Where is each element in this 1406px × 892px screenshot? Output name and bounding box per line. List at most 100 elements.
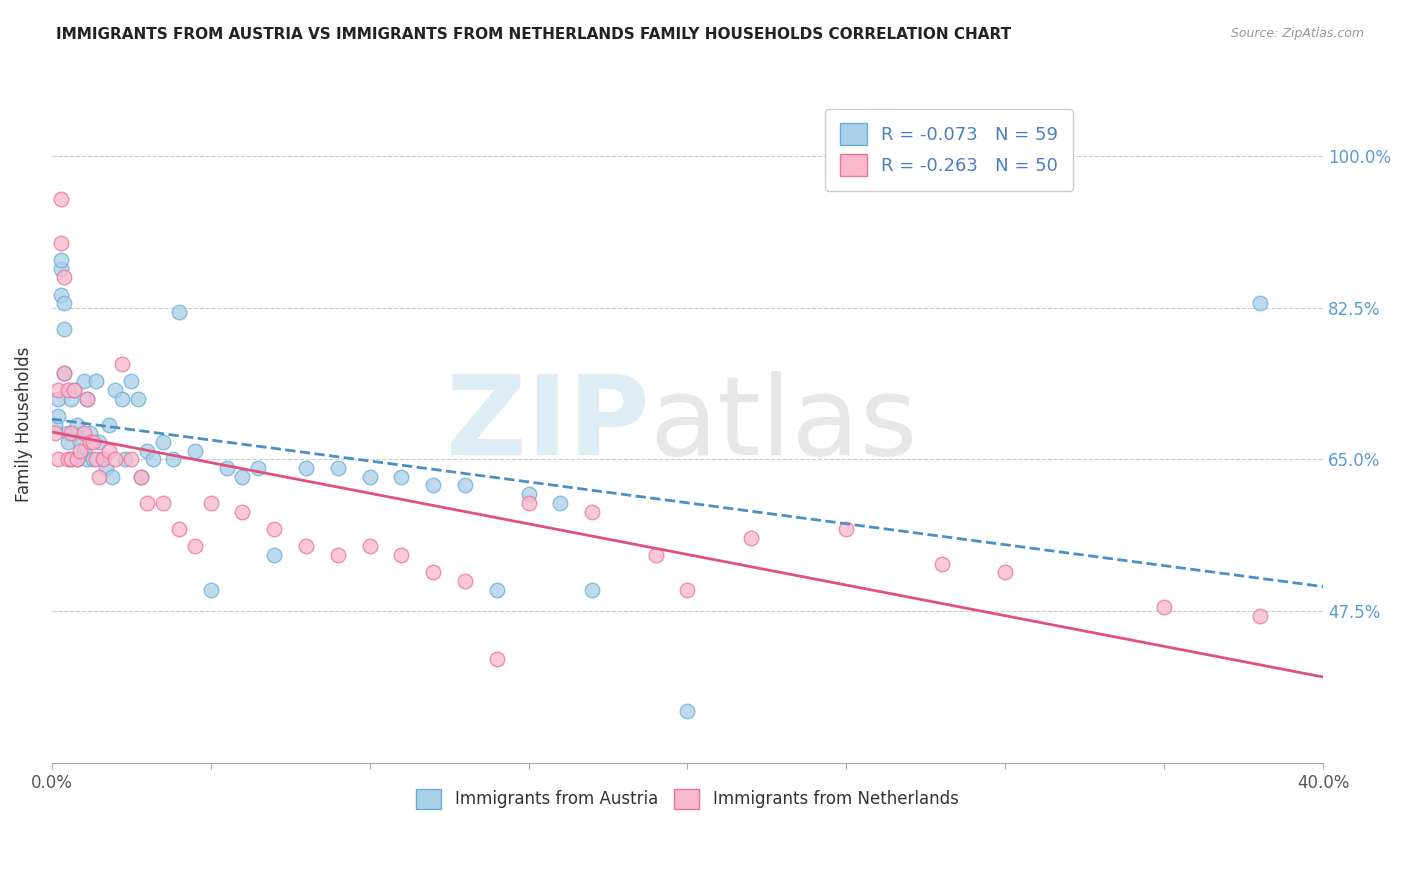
Point <box>111 392 134 406</box>
Point <box>104 452 127 467</box>
Point <box>136 443 159 458</box>
Point <box>485 652 508 666</box>
Point <box>101 470 124 484</box>
Point <box>581 504 603 518</box>
Point <box>44 426 66 441</box>
Point <box>56 383 79 397</box>
Point <box>53 366 76 380</box>
Point <box>326 548 349 562</box>
Point <box>184 443 207 458</box>
Point <box>740 531 762 545</box>
Point <box>69 435 91 450</box>
Point <box>200 496 222 510</box>
Point <box>1153 599 1175 614</box>
Point <box>51 192 73 206</box>
Point <box>76 452 98 467</box>
Point <box>46 383 69 397</box>
Point <box>422 478 444 492</box>
Point <box>295 539 318 553</box>
Point <box>454 478 477 492</box>
Point <box>644 548 666 562</box>
Point <box>136 496 159 510</box>
Point <box>97 417 120 432</box>
Point <box>76 392 98 406</box>
Point <box>454 574 477 588</box>
Point <box>72 426 94 441</box>
Point <box>104 383 127 397</box>
Point <box>359 470 381 484</box>
Point <box>53 296 76 310</box>
Point <box>835 522 858 536</box>
Point <box>76 392 98 406</box>
Point <box>59 392 82 406</box>
Point <box>53 322 76 336</box>
Point <box>581 582 603 597</box>
Point <box>91 452 114 467</box>
Point <box>142 452 165 467</box>
Point <box>167 305 190 319</box>
Point <box>152 435 174 450</box>
Point <box>63 383 86 397</box>
Point <box>89 435 111 450</box>
Point <box>184 539 207 553</box>
Point <box>56 426 79 441</box>
Point <box>389 548 412 562</box>
Point <box>66 452 89 467</box>
Text: IMMIGRANTS FROM AUSTRIA VS IMMIGRANTS FROM NETHERLANDS FAMILY HOUSEHOLDS CORRELA: IMMIGRANTS FROM AUSTRIA VS IMMIGRANTS FR… <box>56 27 1011 42</box>
Point <box>129 470 152 484</box>
Point <box>931 557 953 571</box>
Point <box>1249 608 1271 623</box>
Point <box>263 522 285 536</box>
Point <box>66 417 89 432</box>
Point <box>231 470 253 484</box>
Point <box>59 426 82 441</box>
Point <box>263 548 285 562</box>
Point <box>63 383 86 397</box>
Point <box>69 443 91 458</box>
Point <box>247 461 270 475</box>
Point <box>152 496 174 510</box>
Point <box>517 496 540 510</box>
Point <box>676 582 699 597</box>
Point <box>94 461 117 475</box>
Point <box>51 287 73 301</box>
Point <box>127 392 149 406</box>
Point <box>72 443 94 458</box>
Point <box>167 522 190 536</box>
Point <box>359 539 381 553</box>
Point <box>129 470 152 484</box>
Point <box>46 452 69 467</box>
Point <box>162 452 184 467</box>
Point <box>66 452 89 467</box>
Point <box>326 461 349 475</box>
Point <box>485 582 508 597</box>
Text: ZIP: ZIP <box>446 371 650 478</box>
Point <box>59 452 82 467</box>
Point <box>44 417 66 432</box>
Point <box>51 235 73 250</box>
Point <box>51 261 73 276</box>
Point <box>200 582 222 597</box>
Point <box>111 357 134 371</box>
Point <box>79 435 101 450</box>
Point <box>550 496 572 510</box>
Point <box>120 375 142 389</box>
Point <box>56 452 79 467</box>
Point <box>53 270 76 285</box>
Point <box>1249 296 1271 310</box>
Point <box>517 487 540 501</box>
Point <box>51 252 73 267</box>
Point <box>215 461 238 475</box>
Point <box>59 452 82 467</box>
Point <box>422 566 444 580</box>
Point <box>72 375 94 389</box>
Y-axis label: Family Households: Family Households <box>15 347 32 502</box>
Point <box>389 470 412 484</box>
Point <box>97 443 120 458</box>
Point <box>89 470 111 484</box>
Point <box>46 409 69 423</box>
Point <box>84 452 107 467</box>
Point <box>120 452 142 467</box>
Point <box>46 392 69 406</box>
Point <box>84 375 107 389</box>
